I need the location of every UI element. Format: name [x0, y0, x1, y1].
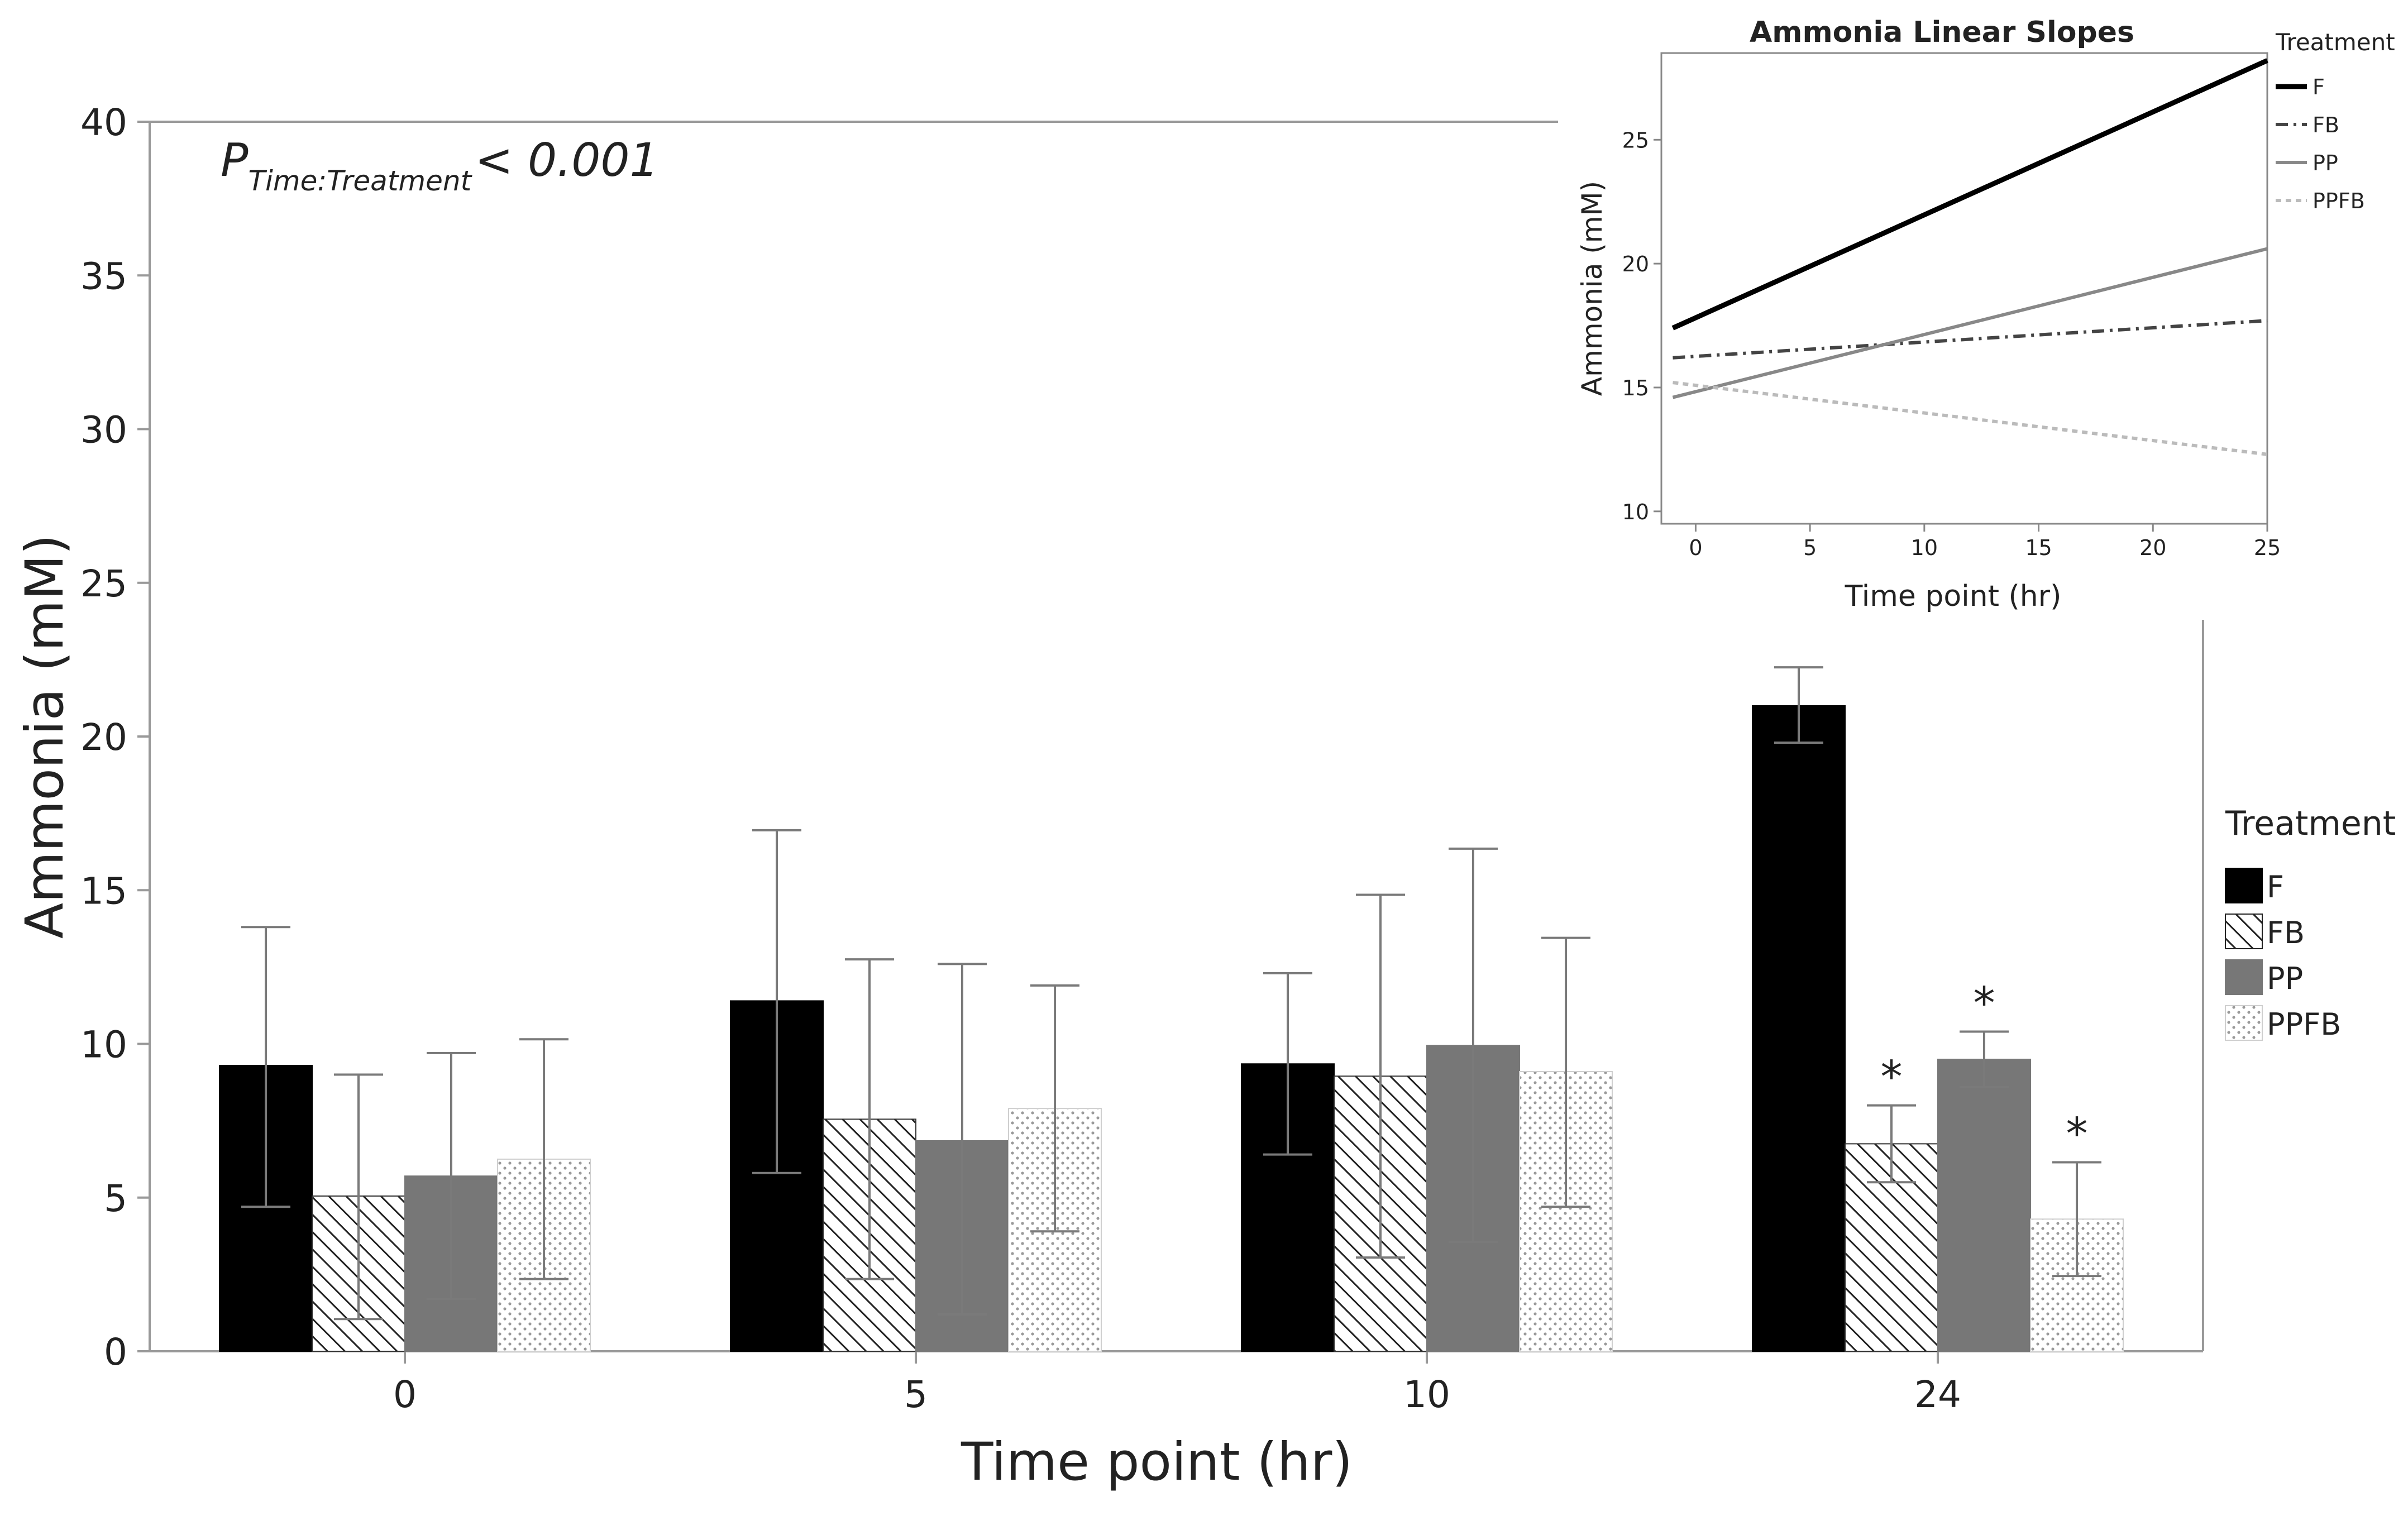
x-tick-label: 0: [393, 1373, 417, 1416]
y-tick-label: 25: [80, 562, 127, 605]
y-axis-label: Ammonia (mM): [15, 534, 75, 939]
legend-swatch-PPFB: [2225, 1005, 2263, 1041]
y-tick-label: 10: [80, 1024, 127, 1067]
bar-PP-24: [1937, 1059, 2031, 1352]
inset-x-tick-label: 25: [2254, 535, 2281, 560]
p-value: < 0.001: [475, 134, 659, 187]
y-tick-label: 5: [104, 1177, 127, 1220]
significance-star-PPFB-24: *: [2066, 1109, 2088, 1159]
inset-y-axis-label: Ammonia (mM): [1576, 181, 1608, 396]
p-subscript: Time:Treatment: [248, 165, 472, 197]
inset-x-tick-label: 15: [2025, 535, 2052, 560]
inset-legend-label-FB: FB: [2313, 113, 2339, 137]
significance-star-FB-24: *: [1881, 1053, 1903, 1103]
inset-y-tick-label: 20: [1622, 252, 1649, 276]
legend-swatch-F: [2225, 868, 2263, 903]
legend-title: Treatment: [2225, 804, 2396, 843]
x-tick-label: 24: [1914, 1373, 1961, 1416]
inset-frame: [1660, 52, 2268, 525]
legend-label-F: F: [2267, 869, 2284, 905]
inset-line-F: [1671, 58, 2268, 331]
inset-line-PP: [1672, 247, 2268, 399]
legend-label-PP: PP: [2267, 961, 2303, 996]
significance-star-PP-24: *: [1974, 978, 1995, 1029]
y-tick-label: 35: [80, 255, 127, 298]
y-tick-label: 40: [80, 101, 127, 144]
inset-x-tick-label: 20: [2139, 535, 2166, 560]
inset-legend-label-F: F: [2313, 75, 2325, 99]
main-bar-chart: 0 5 10 15 20 25 30 35 40 Ammonia (mM) Time point (…: [15, 101, 2396, 1493]
bar-F-24: [1752, 705, 1846, 1352]
y-tick-label: 20: [80, 716, 127, 759]
inset-y-tick-label: 10: [1622, 500, 1649, 524]
inset-x-tick-label: 5: [1803, 535, 1817, 560]
legend-swatch-FB: [2225, 914, 2263, 949]
inset-legend-label-PPFB: PPFB: [2313, 189, 2365, 213]
y-tick-label: 30: [80, 409, 127, 452]
y-tick-label: 15: [80, 869, 127, 912]
inset-x-axis-label: Time point (hr): [1845, 580, 2062, 613]
inset-y-tick-label: 25: [1622, 128, 1649, 152]
legend-swatch-PP: [2225, 959, 2263, 995]
p-label: P: [221, 134, 249, 187]
inset-y-tick-label: 15: [1622, 376, 1649, 400]
x-tick-label: 10: [1403, 1373, 1450, 1416]
inset-line-chart: Ammonia Linear Slopes 10 15 20 25 0 5 10 15 20 25 A…: [1576, 16, 2395, 613]
x-tick-label: 5: [904, 1373, 928, 1416]
inset-line-FB: [1673, 319, 2268, 360]
legend-label-PPFB: PPFB: [2267, 1007, 2341, 1042]
inset-x-tick-label: 10: [1911, 535, 1938, 560]
y-tick-label: 0: [104, 1331, 127, 1374]
x-axis-label: Time point (hr): [961, 1432, 1353, 1493]
inset-title: Ammonia Linear Slopes: [1750, 16, 2134, 49]
p-value-annotation: PTime:Treatment< 0.001: [221, 134, 659, 197]
inset-legend-label-PP: PP: [2313, 151, 2338, 175]
inset-x-tick-label: 0: [1689, 535, 1702, 560]
legend-label-FB: FB: [2267, 915, 2305, 950]
inset-legend-title: Treatment: [2275, 28, 2395, 56]
